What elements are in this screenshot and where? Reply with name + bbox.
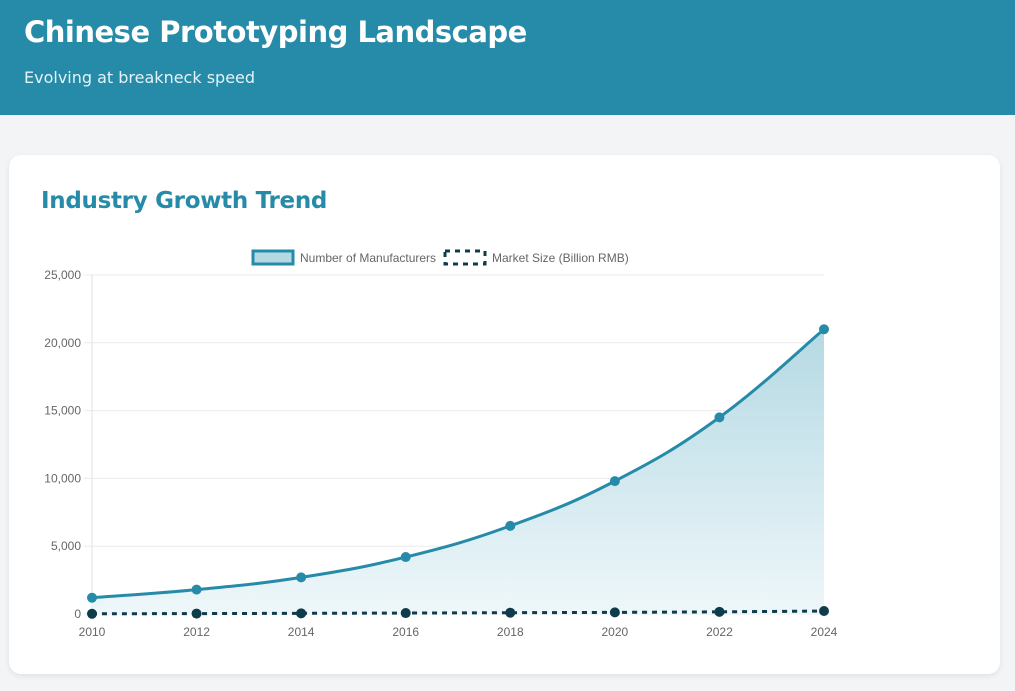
legend-swatch-manufacturers — [251, 249, 295, 266]
y-tick-label: 10,000 — [44, 471, 81, 485]
legend-label-manufacturers: Number of Manufacturers — [300, 251, 436, 265]
data-point-manufacturers — [714, 412, 725, 423]
page-subtitle: Evolving at breakneck speed — [24, 68, 256, 87]
x-tick-label: 2012 — [183, 625, 210, 639]
data-point-manufacturers — [296, 572, 307, 583]
legend-swatch-market-size — [443, 249, 487, 266]
legend-label-market-size: Market Size (Billion RMB) — [492, 251, 629, 265]
legend-item-market-size[interactable]: Market Size (Billion RMB) — [443, 249, 629, 266]
data-point-market-size — [296, 608, 307, 619]
data-point-market-size — [191, 608, 202, 619]
x-tick-label: 2014 — [288, 625, 315, 639]
legend: Number of Manufacturers Market Size (Bil… — [251, 249, 629, 266]
x-tick-label: 2018 — [497, 625, 524, 639]
y-tick-label: 25,000 — [44, 268, 81, 282]
data-point-market-size — [609, 607, 620, 618]
page-title: Chinese Prototyping Landscape — [24, 15, 527, 49]
x-tick-label: 2010 — [79, 625, 106, 639]
data-point-market-size — [505, 607, 516, 618]
x-tick-label: 2022 — [706, 625, 733, 639]
x-axis: 2010 2012 2014 2016 2018 2020 2022 2024 — [79, 625, 838, 639]
data-point-manufacturers — [87, 592, 97, 603]
series-layer — [87, 324, 829, 619]
area-fill-manufacturers — [92, 329, 824, 614]
data-point-manufacturers — [609, 476, 620, 487]
series-line-market-size — [91, 609, 825, 616]
y-tick-label: 15,000 — [44, 404, 81, 418]
data-point-manufacturers — [505, 520, 516, 531]
data-point-market-size — [87, 608, 97, 619]
data-point-manufacturers — [400, 552, 411, 563]
page-header: Chinese Prototyping Landscape Evolving a… — [0, 0, 1015, 115]
data-point-manufacturers — [819, 324, 829, 335]
data-point-market-size — [819, 606, 829, 617]
data-point-manufacturers — [191, 584, 202, 595]
y-tick-label: 0 — [74, 607, 81, 621]
x-tick-label: 2024 — [811, 625, 838, 639]
x-tick-label: 2020 — [602, 625, 629, 639]
data-point-market-size — [400, 608, 411, 619]
series-line-manufacturers — [91, 328, 825, 600]
data-point-market-size — [714, 606, 725, 617]
card-title: Industry Growth Trend — [41, 188, 328, 214]
y-axis: 0 5,000 10,000 15,000 20,000 25,000 — [44, 268, 81, 621]
x-tick-label: 2016 — [392, 625, 419, 639]
y-tick-label: 5,000 — [51, 539, 81, 553]
legend-item-manufacturers[interactable]: Number of Manufacturers — [251, 249, 436, 266]
y-tick-label: 20,000 — [44, 336, 81, 350]
